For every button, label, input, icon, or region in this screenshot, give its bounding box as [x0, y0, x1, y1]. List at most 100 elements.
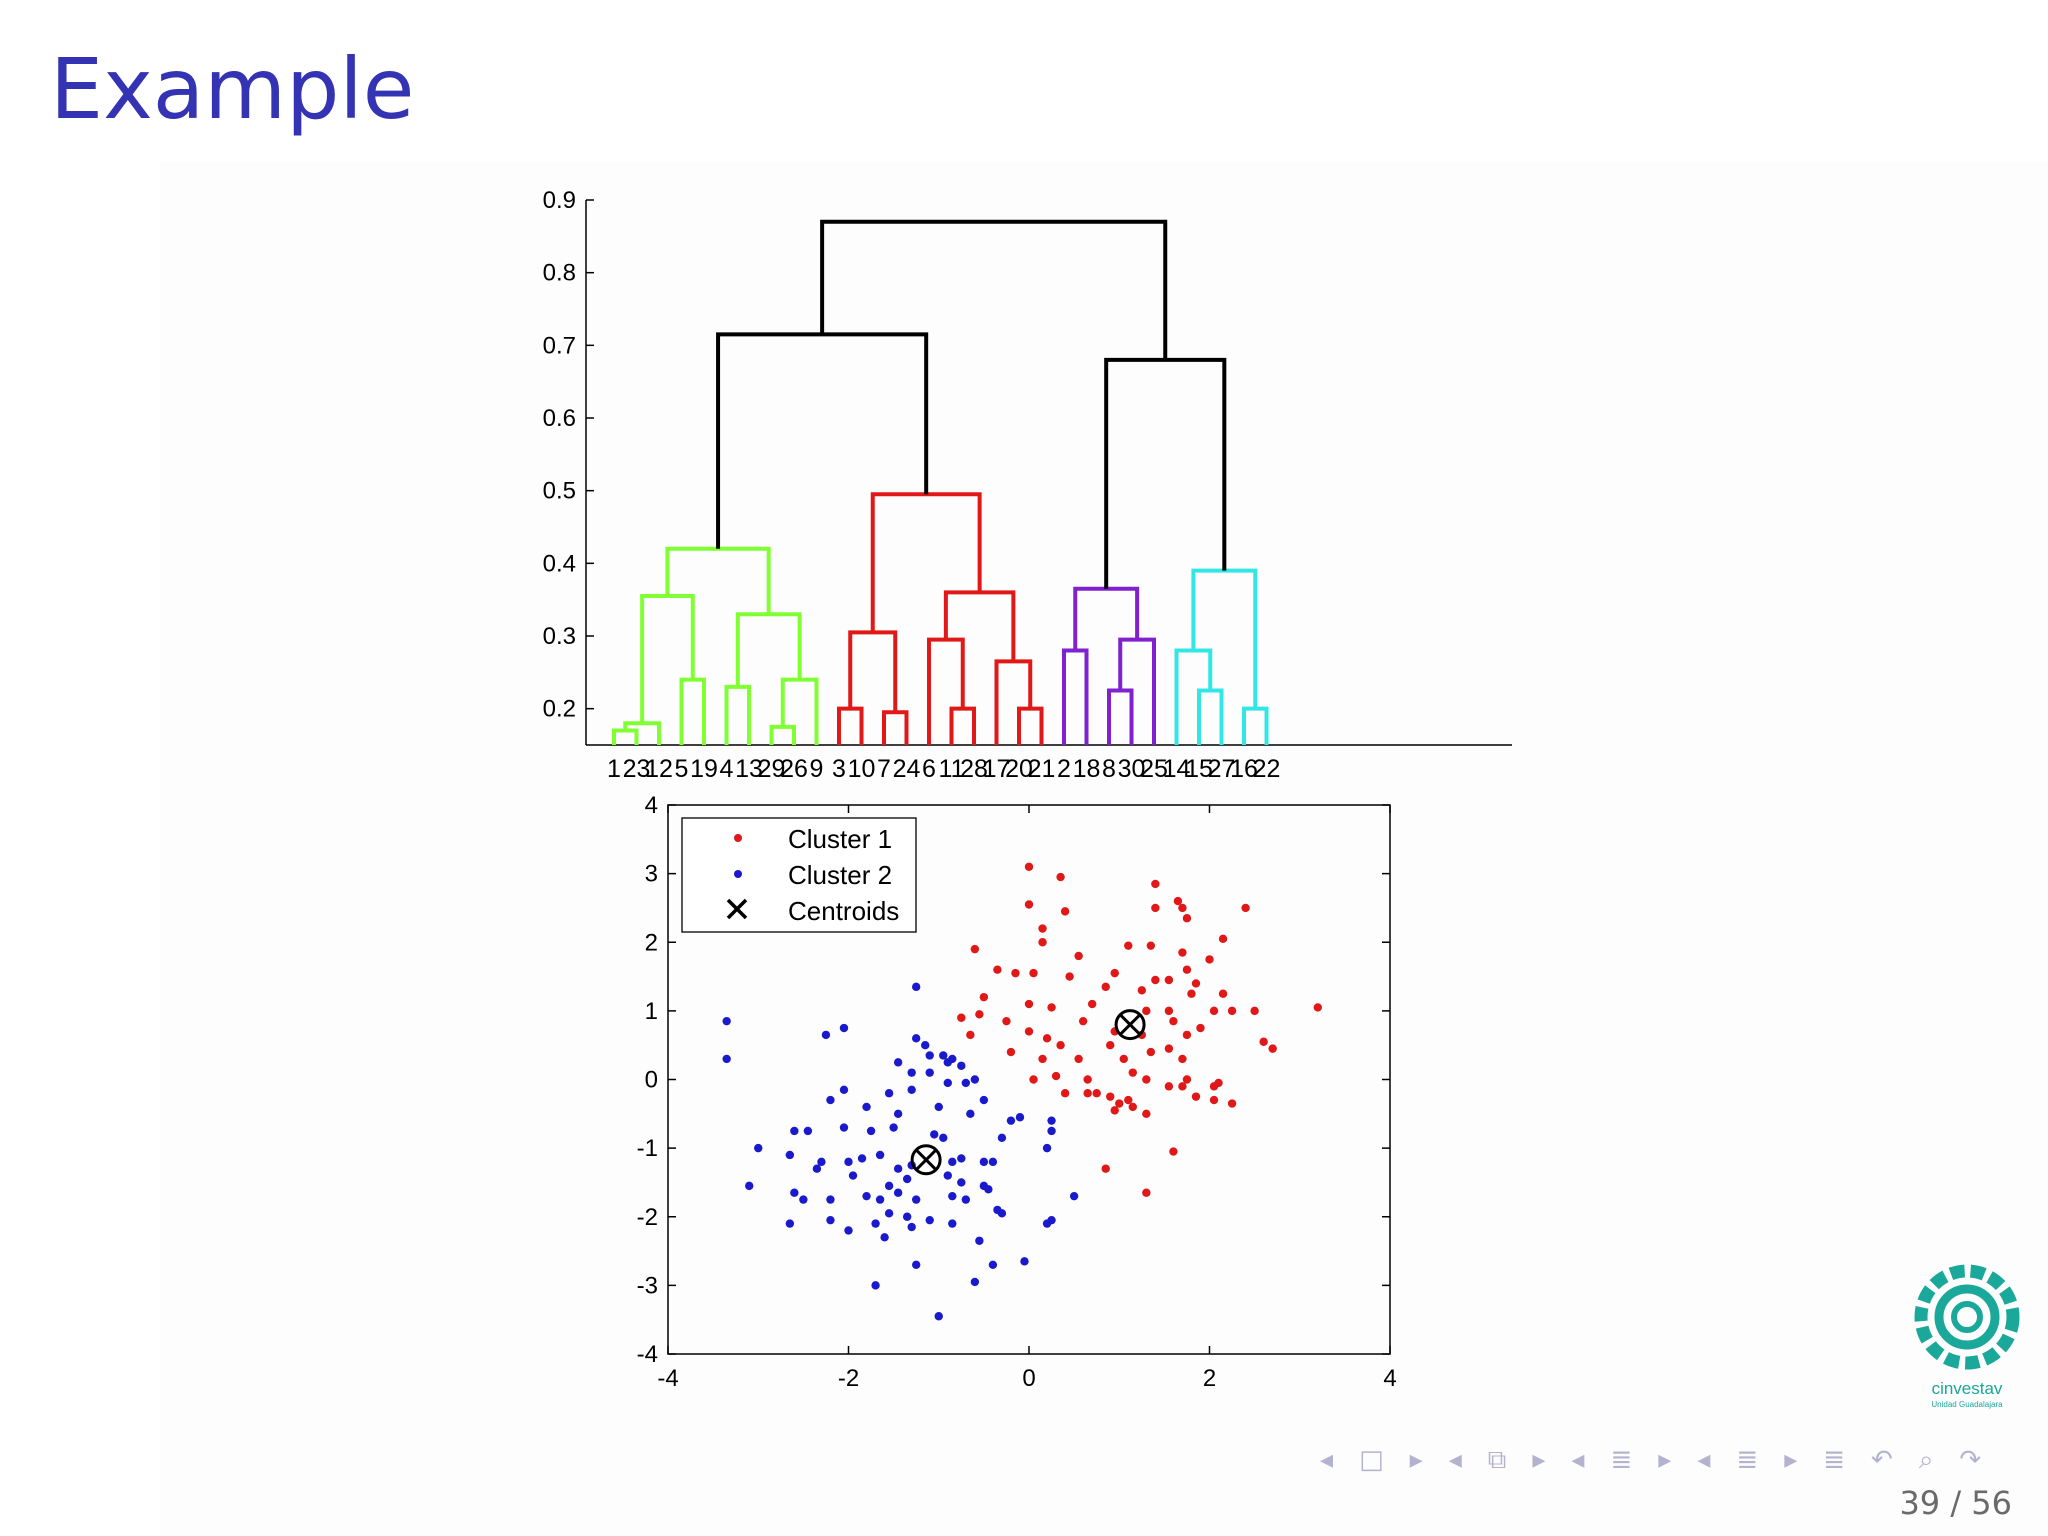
scatter-point-cluster2: [880, 1233, 889, 1242]
dendrogram-link-purple: [1073, 586, 1140, 651]
scatter-point-cluster1: [970, 944, 980, 954]
scatter-point-cluster1: [1047, 1003, 1056, 1012]
dendrogram-link-green: [769, 724, 796, 745]
dendrogram-leaf-label: 9: [810, 755, 824, 783]
dendrogram-link-cyan: [1197, 688, 1224, 745]
nav-search-icon[interactable]: ⌕: [1918, 1444, 1934, 1475]
dendrogram-leaf-label: 20: [1005, 755, 1033, 783]
scatter-y-tick-label: -4: [637, 1341, 658, 1368]
scatter-point-cluster2: [957, 1178, 966, 1187]
scatter-point-cluster1: [1128, 1068, 1137, 1077]
scatter-point-cluster1: [1259, 1037, 1268, 1046]
dendrogram-link-red: [848, 630, 898, 713]
legend-box: [681, 817, 917, 933]
scatter-point-cluster1: [1137, 986, 1147, 995]
dendrogram-link-link: [716, 332, 929, 549]
scatter-point-cluster2: [907, 1068, 916, 1077]
scatter-point-cluster2: [1006, 1116, 1016, 1125]
logo-text: cinvestav: [1932, 1379, 2003, 1398]
scatter-point-cluster1: [1078, 1016, 1088, 1026]
dendrogram-leaf-label: 8: [1102, 755, 1116, 783]
nav-appendix-icon[interactable]: ≣: [1736, 1445, 1759, 1475]
dendrogram-link-cyan: [1191, 568, 1258, 709]
scatter-point-cluster1: [1029, 1075, 1038, 1084]
nav-subsection-prev-icon[interactable]: ◂: [1448, 1445, 1462, 1475]
nav-section-next-icon[interactable]: ▸: [1658, 1445, 1672, 1475]
legend-label-centroids: Centroids: [788, 896, 899, 926]
scatter-y-tick-label: -2: [637, 1204, 658, 1231]
nav-section-icon[interactable]: ≣: [1610, 1445, 1633, 1475]
dendrogram-link-green: [735, 612, 802, 687]
scatter-point-cluster1: [993, 965, 1002, 974]
nav-section-prev-icon[interactable]: ◂: [1571, 1445, 1585, 1475]
scatter-point-cluster2: [844, 1157, 853, 1167]
nav-subsection-next-icon[interactable]: ▸: [1532, 1445, 1546, 1475]
dendrogram-link-green: [780, 677, 819, 745]
scatter-point-cluster1: [1268, 1044, 1277, 1053]
nav-forward-icon[interactable]: ↷: [1959, 1445, 1982, 1475]
scatter-point-cluster2: [948, 1191, 957, 1201]
scatter-point-cluster1: [1169, 1147, 1178, 1156]
nav-appendix-next-icon[interactable]: ▸: [1784, 1445, 1798, 1475]
scatter-y-tick-label: 1: [645, 998, 658, 1025]
nav-appendix-prev-icon[interactable]: ◂: [1697, 1445, 1711, 1475]
scatter-point-cluster1: [1038, 924, 1047, 933]
scatter-point-cluster1: [1182, 1030, 1192, 1040]
scatter-point-cluster2: [722, 1054, 731, 1064]
logo-outer-ring: [1914, 1264, 2020, 1370]
dendrogram-link-green: [612, 728, 639, 745]
scatter-point-cluster1: [1002, 1016, 1011, 1026]
dendrogram-leaf-label: 29: [758, 755, 786, 783]
nav-frame-prev-icon[interactable]: ◂: [1320, 1445, 1334, 1475]
scatter-point-cluster1: [1205, 955, 1214, 964]
dendrogram-link-red: [1017, 706, 1044, 745]
scatter-point-cluster2: [785, 1219, 795, 1228]
nav-frame-next-icon[interactable]: ▸: [1409, 1445, 1423, 1475]
scatter-point-cluster2: [957, 1154, 966, 1163]
dendrogram-y-tick-label: 0.3: [543, 623, 576, 650]
scatter-point-cluster2: [943, 1171, 952, 1180]
scatter-point-cluster2: [812, 1164, 822, 1173]
nav-subsection-icon[interactable]: ⧉: [1487, 1444, 1507, 1475]
scatter-point-cluster2: [939, 1133, 948, 1143]
scatter-point-cluster2: [875, 1195, 885, 1204]
dendrogram-leaf-label: 18: [1073, 755, 1101, 783]
scatter-point-cluster1: [1142, 1109, 1151, 1119]
dendrogram-y-tick-label: 0.2: [543, 696, 576, 723]
scatter-point-cluster1: [1241, 903, 1250, 913]
scatter-point-cluster2: [857, 1154, 867, 1163]
scatter-point-cluster1: [1092, 1089, 1101, 1098]
dendrogram-leaf-label: 25: [1140, 755, 1168, 783]
nav-toc-icon[interactable]: ≣: [1823, 1445, 1846, 1475]
scatter-point-cluster1: [1169, 1016, 1178, 1026]
scatter-point-cluster1: [1142, 1006, 1151, 1016]
dendrogram-leaf-label: 24: [893, 755, 921, 783]
dendrogram-link-link: [1104, 357, 1227, 589]
scatter-point-cluster1: [1124, 1095, 1133, 1105]
scatter-point-cluster2: [803, 1126, 813, 1136]
scatter-point-cluster2: [785, 1150, 795, 1160]
dendrogram-leaf-label: 21: [1028, 755, 1056, 783]
scatter-point-cluster2: [821, 1030, 831, 1040]
scatter-point-cluster1: [1119, 1054, 1128, 1064]
dendrogram-leaf-label: 5: [675, 755, 689, 783]
dendrogram-link-red: [870, 492, 982, 633]
scatter-point-cluster2: [871, 1281, 880, 1290]
scatter-chart: -4 -2 0 2 4 -4 -3 -2 -1 0 1 2 3 4 Cluster 1 Cluster 2…: [637, 792, 1397, 1392]
scatter-point-cluster2: [839, 1085, 849, 1094]
scatter-point-cluster1: [979, 992, 989, 1002]
nav-back-icon[interactable]: ↶: [1871, 1445, 1893, 1475]
scatter-point-cluster1: [966, 1030, 975, 1040]
scatter-point-cluster2: [893, 1188, 903, 1197]
scatter-point-cluster1: [1074, 951, 1083, 961]
centroid-marker: [1114, 1009, 1146, 1041]
dendrogram-y-tick-label: 0.9: [543, 187, 576, 214]
scatter-point-cluster1: [1110, 1106, 1119, 1115]
scatter-point-cluster2: [984, 1185, 993, 1194]
scatter-point-cluster2: [907, 1085, 916, 1094]
scatter-point-cluster1: [975, 1010, 984, 1019]
scatter-point-cluster2: [884, 1181, 894, 1191]
page-number: 39 / 56: [1899, 1484, 2012, 1522]
scatter-point-cluster1: [1313, 1003, 1322, 1012]
nav-frame-icon[interactable]: □: [1359, 1445, 1384, 1475]
